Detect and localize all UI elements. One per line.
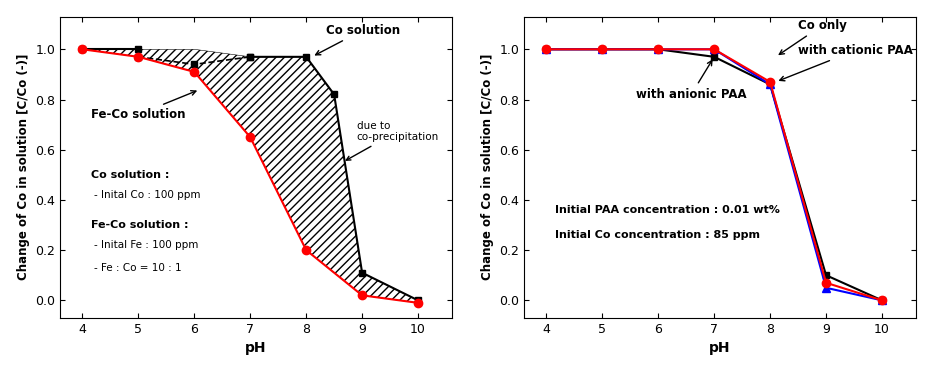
Text: due to
co-precipitation: due to co-precipitation <box>347 121 438 160</box>
Text: Initial PAA concentration : 0.01 wt%: Initial PAA concentration : 0.01 wt% <box>555 205 779 215</box>
Text: with cationic PAA: with cationic PAA <box>779 44 913 81</box>
X-axis label: pH: pH <box>245 341 267 355</box>
Text: Co only: Co only <box>779 19 847 54</box>
Text: Fe-Co solution: Fe-Co solution <box>91 91 196 121</box>
Text: - Fe : Co = 10 : 1: - Fe : Co = 10 : 1 <box>94 263 181 273</box>
Text: Co solution :: Co solution : <box>91 170 170 180</box>
X-axis label: pH: pH <box>709 341 730 355</box>
Text: - Inital Fe : 100 ppm: - Inital Fe : 100 ppm <box>94 240 198 250</box>
Text: Initial Co concentration : 85 ppm: Initial Co concentration : 85 ppm <box>555 230 759 240</box>
Text: Fe-Co solution :: Fe-Co solution : <box>91 220 188 230</box>
Y-axis label: Change of Co in solution [C/Co (-)]: Change of Co in solution [C/Co (-)] <box>481 54 493 280</box>
Y-axis label: Change of Co in solution [C/Co (-)]: Change of Co in solution [C/Co (-)] <box>17 54 29 280</box>
Text: Co solution: Co solution <box>315 24 400 55</box>
Text: - Inital Co : 100 ppm: - Inital Co : 100 ppm <box>94 190 200 200</box>
Text: with anionic PAA: with anionic PAA <box>635 61 746 101</box>
